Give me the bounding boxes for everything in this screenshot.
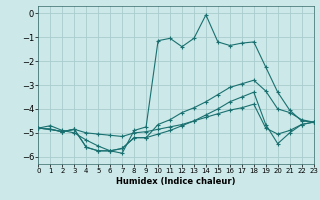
X-axis label: Humidex (Indice chaleur): Humidex (Indice chaleur)	[116, 177, 236, 186]
